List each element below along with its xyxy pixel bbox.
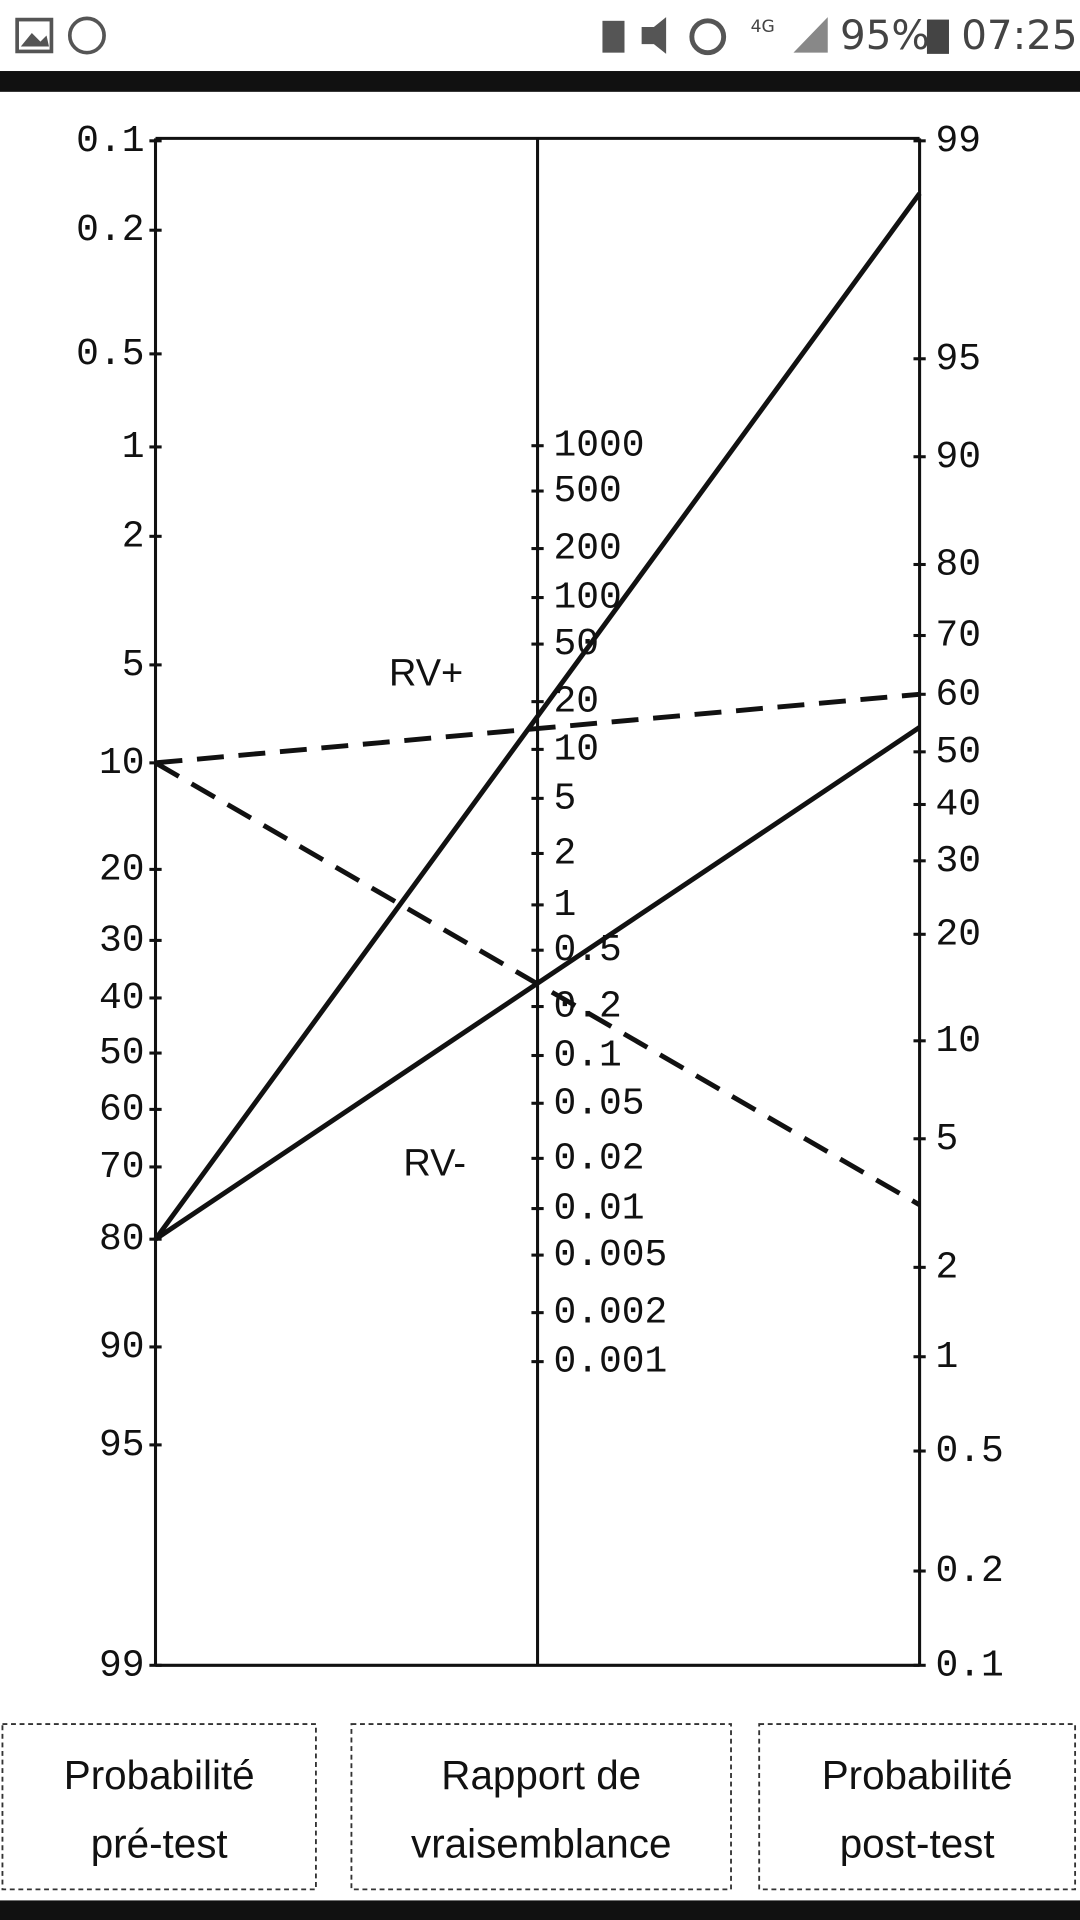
tick-label: 70	[99, 1146, 145, 1189]
solid-line	[153, 192, 922, 1241]
clock: 07:25	[961, 11, 1077, 59]
tick-label: 0.2	[76, 209, 144, 252]
caption-text: Rapport de	[441, 1752, 641, 1798]
caption-text: vraisemblance	[411, 1821, 671, 1867]
caption-text: post-test	[840, 1821, 995, 1867]
tick-label: 0.5	[76, 333, 144, 376]
tick-label: 0.02	[553, 1137, 644, 1180]
tick-label: 0.1	[936, 1644, 1004, 1687]
mute-icon	[641, 17, 667, 54]
tick-label: 10	[99, 742, 145, 785]
tick-label: 30	[936, 840, 982, 883]
tick-label: 1	[553, 884, 576, 927]
tick-label: 0.05	[553, 1082, 644, 1125]
tick-label: 20	[99, 848, 145, 891]
tick-label: 0.005	[553, 1234, 667, 1277]
tick-label: 10	[553, 728, 599, 771]
tick-label: 95	[99, 1424, 145, 1467]
tick-label: 90	[99, 1326, 145, 1369]
tick-label: 1	[122, 426, 145, 469]
bottom-bar	[0, 1900, 1080, 1920]
tick-label: 80	[99, 1218, 145, 1261]
tick-label: 30	[99, 919, 145, 962]
battery-icon	[926, 19, 949, 54]
tick-label: 40	[936, 784, 982, 827]
whatsapp-icon	[67, 16, 106, 55]
tick-label: 5	[553, 777, 576, 820]
tick-label: 1	[936, 1336, 959, 1379]
tick-label: 0.1	[76, 120, 144, 163]
caption-box	[350, 1723, 732, 1891]
caption-text: Probabilité	[822, 1752, 1013, 1798]
dashed-line	[155, 691, 920, 766]
caption-box	[758, 1723, 1077, 1891]
tick-label: 0.01	[553, 1188, 644, 1231]
tick-label: 80	[936, 544, 982, 587]
gallery-icon-shape	[20, 33, 49, 47]
network-type: 4G	[751, 17, 775, 37]
tick-label: 2	[122, 515, 145, 558]
battery-percent: 95%	[840, 11, 930, 59]
tick-label: 0.001	[553, 1341, 667, 1384]
status-bar	[0, 0, 1080, 72]
caption-text: Probabilité	[64, 1752, 255, 1798]
annotation: RV-	[403, 1143, 466, 1185]
annotation: RV+	[389, 653, 463, 695]
tick-label: 99	[99, 1644, 145, 1687]
gallery-icon	[15, 17, 54, 54]
tick-label: 10	[936, 1020, 982, 1063]
tick-label: 20	[936, 913, 982, 956]
recycle-icon	[602, 20, 625, 53]
tick-label: 50	[553, 623, 599, 666]
tick-label: 0.5	[936, 1430, 1004, 1473]
tick-label: 70	[936, 615, 982, 658]
tick-label: 2	[936, 1246, 959, 1289]
dashed-line	[154, 760, 921, 1208]
tick-label: 5	[936, 1118, 959, 1161]
tick-label: 0.5	[553, 929, 621, 972]
tick-label: 1000	[553, 425, 644, 468]
tick-label: 0.002	[553, 1292, 667, 1335]
caption-text: pré-test	[91, 1821, 228, 1867]
tick-label: 5	[122, 644, 145, 687]
tick-label: 100	[553, 577, 621, 620]
captions: Probabilité pré-test Rapport de vraisemblan…	[1, 1723, 1077, 1891]
tick-label: 0.2	[553, 986, 621, 1029]
tick-label: 99	[936, 120, 982, 163]
tick-label: 0.2	[936, 1550, 1004, 1593]
tick-label: 200	[553, 528, 621, 571]
tick-label: 90	[936, 436, 982, 479]
tick-label: 50	[936, 731, 982, 774]
tick-label: 2	[553, 833, 576, 876]
caption-box	[1, 1723, 317, 1891]
tick-label: 60	[936, 673, 982, 716]
tick-label: 60	[99, 1088, 145, 1131]
tick-label: 95	[936, 338, 982, 381]
tick-label: 20	[553, 681, 599, 724]
tick-label: 40	[99, 977, 145, 1020]
alarm-icon	[689, 18, 727, 56]
tick-label: 500	[553, 470, 621, 513]
tick-label: 50	[99, 1032, 145, 1075]
top-bar	[0, 71, 1080, 92]
tick-label: 0.1	[553, 1035, 621, 1078]
